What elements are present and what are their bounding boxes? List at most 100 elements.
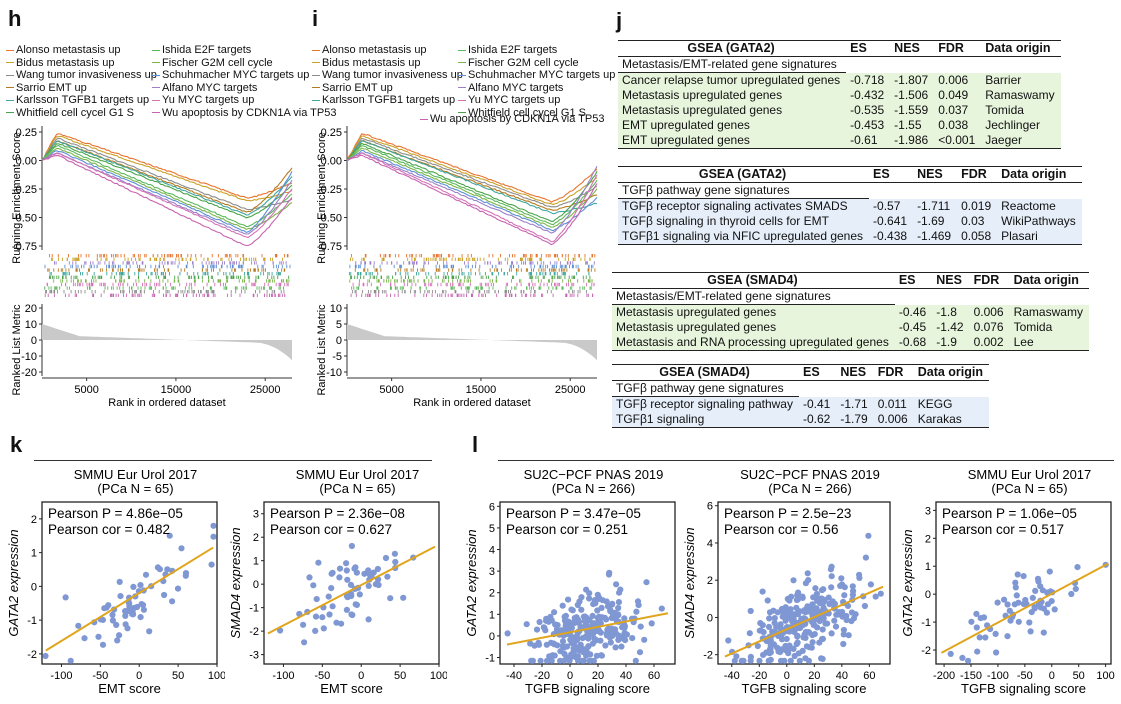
x-tick-label: -50 bbox=[314, 670, 330, 682]
scatter-point bbox=[621, 615, 628, 622]
scatter-point bbox=[615, 599, 622, 606]
y-tick-label: 1 bbox=[31, 548, 37, 560]
scatter-point bbox=[615, 636, 622, 643]
y-tick-label: 0.25 bbox=[321, 127, 342, 139]
scatter-point bbox=[1015, 618, 1022, 625]
table-cell: Ramaswamy bbox=[981, 88, 1061, 103]
scatter-point bbox=[775, 648, 782, 655]
table-title: GSEA (SMAD4) bbox=[659, 365, 750, 379]
table-cell: -1.55 bbox=[890, 118, 935, 133]
table-section-label: Metastasis/EMT-related gene signatures bbox=[612, 288, 895, 305]
table-cell: -0.432 bbox=[846, 88, 891, 103]
scatter-point bbox=[1046, 568, 1053, 575]
enrichment-curve bbox=[41, 145, 293, 228]
y-axis-label: GATA2 expression bbox=[900, 529, 915, 636]
x-tick-label: 5000 bbox=[379, 384, 403, 396]
table-cell: -1.986 bbox=[890, 133, 935, 149]
pearson-p-label: Pearson P = 3.47e−05 bbox=[506, 506, 641, 521]
legend-item: Yu MYC targets up bbox=[152, 94, 336, 107]
panel-label-j: j bbox=[616, 8, 623, 33]
scatter-point bbox=[114, 637, 121, 644]
table-row: TGFβ1 signaling -0.62 -1.79 0.006 Karakas bbox=[612, 412, 990, 428]
scatter-point bbox=[528, 657, 535, 664]
pearson-cor-label: Pearson cor = 0.517 bbox=[942, 522, 1064, 537]
y-tick-label: 6 bbox=[707, 501, 713, 513]
scatter-point bbox=[765, 623, 773, 630]
scatter-point bbox=[813, 609, 820, 616]
legend-item: Bidus metastasis up bbox=[6, 57, 157, 70]
scatter-point bbox=[980, 614, 988, 621]
scatter-point bbox=[598, 652, 605, 659]
regression-line bbox=[45, 546, 214, 652]
scatter-point bbox=[850, 588, 857, 595]
table-row: TGFβ1 signaling via NFIC upregulated gen… bbox=[618, 229, 1082, 245]
scatter-point bbox=[848, 609, 856, 616]
gsea-table-1: GSEA (GATA2) ES NES FDR Data origin Metastasi… bbox=[618, 40, 1061, 149]
chart-title: SMMU Eur Urol 2017 bbox=[296, 467, 420, 482]
y-tick-label: -2 bbox=[27, 649, 37, 661]
y-tick-label: 5 bbox=[336, 319, 342, 331]
regression-line bbox=[506, 612, 669, 646]
table-cell: Cancer relapse tumor upregulated genes bbox=[618, 72, 847, 88]
x-tick-label: 25000 bbox=[555, 384, 586, 396]
legend-item: Fischer G2M cell cycle bbox=[152, 57, 336, 70]
scatter-point bbox=[831, 617, 838, 624]
barcode-row bbox=[349, 279, 593, 283]
scatter-point bbox=[831, 600, 838, 607]
scatter-point bbox=[968, 618, 975, 625]
ranked-metric-area bbox=[42, 324, 292, 361]
regression-line bbox=[267, 545, 436, 635]
table-cell: Metastasis and RNA processing upregulate… bbox=[612, 335, 895, 351]
legend-item: Wang tumor invasiveness up bbox=[6, 69, 157, 82]
scatter-point bbox=[1031, 605, 1038, 612]
scatter-point bbox=[306, 574, 313, 581]
y-tick-label: 0 bbox=[336, 335, 342, 347]
scatter-point bbox=[554, 622, 561, 629]
barcode-row bbox=[44, 264, 291, 269]
y-tick-label: 0.00 bbox=[321, 156, 342, 168]
legend-item: Karlsson TGFB1 targets up bbox=[6, 94, 157, 107]
scatter-point bbox=[578, 606, 585, 613]
y-tick-label: 10 bbox=[330, 303, 342, 315]
chart-title: SU2C−PCF PNAS 2019 bbox=[740, 467, 880, 482]
enrichment-curve bbox=[41, 143, 293, 219]
scatter-point bbox=[535, 641, 543, 648]
scatter-point bbox=[796, 657, 803, 664]
x-tick-label: 15000 bbox=[466, 384, 497, 396]
enrichment-curve bbox=[41, 147, 293, 231]
scatter-point bbox=[140, 606, 147, 613]
scatter-point bbox=[820, 615, 827, 622]
table-title: GSEA (GATA2) bbox=[698, 167, 787, 181]
y-tick-label: -1 bbox=[249, 603, 259, 615]
y-tick-label: 0 bbox=[707, 612, 713, 624]
gsea-i-legend-extra: Wu apoptosis by CDKN1A via TP53 bbox=[420, 113, 604, 126]
barcode-row bbox=[352, 282, 595, 287]
panel-label-k: k bbox=[10, 432, 23, 457]
gsea-table: GSEA (GATA2) ES NES FDR Data origin Metastasi… bbox=[618, 40, 1061, 149]
enrichment-curve bbox=[41, 150, 293, 234]
x-tick-label: 0 bbox=[784, 670, 790, 682]
scatter-point bbox=[1027, 628, 1034, 635]
scatter-point bbox=[816, 639, 823, 646]
scatter-point bbox=[551, 641, 558, 648]
scatter-point bbox=[313, 596, 320, 603]
table-cell: 0.076 bbox=[969, 320, 1010, 335]
y-tick-label: -0.25 bbox=[317, 184, 342, 196]
barcode-row bbox=[349, 264, 594, 269]
scatter-point bbox=[806, 608, 813, 615]
scatter-point bbox=[782, 617, 789, 624]
x-tick-label: 0 bbox=[567, 670, 573, 682]
barcode-row bbox=[47, 268, 286, 272]
scatter-point bbox=[320, 625, 327, 632]
legend-item: Alonso metastasis up bbox=[312, 44, 463, 57]
divider-k bbox=[34, 460, 432, 461]
scatter-point bbox=[813, 590, 820, 598]
table-cell: 0.049 bbox=[934, 88, 982, 103]
scatter-point bbox=[765, 657, 772, 664]
x-tick-label: -20 bbox=[534, 670, 550, 682]
scatter-point bbox=[182, 572, 189, 579]
scatter-point bbox=[843, 612, 850, 620]
scatter-point bbox=[329, 603, 336, 610]
table-cell: -1.469 bbox=[913, 229, 958, 245]
table-cell: -0.641 bbox=[869, 214, 914, 229]
